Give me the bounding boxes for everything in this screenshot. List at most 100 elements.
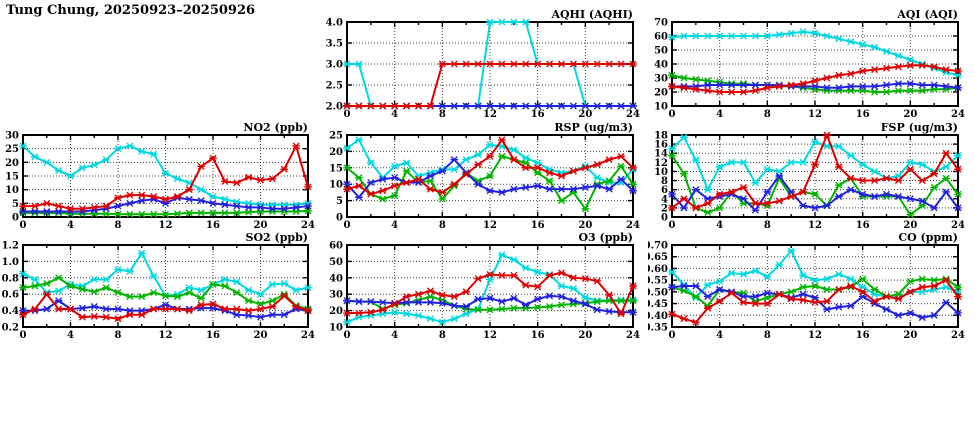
svg-text:24: 24 <box>951 330 965 341</box>
svg-text:4: 4 <box>716 109 723 120</box>
svg-text:0.6: 0.6 <box>2 290 19 301</box>
svg-text:16: 16 <box>856 109 870 120</box>
svg-text:12: 12 <box>483 220 497 231</box>
svg-text:8: 8 <box>115 330 122 341</box>
chart-fsp: 0 2 4 6 8 10 12 14 16 18 0 4 8 12 16 20 24 FSP (ug/m3) <box>648 121 975 232</box>
svg-text:16: 16 <box>654 140 668 151</box>
svg-text:4.0: 4.0 <box>326 18 343 29</box>
svg-text:40: 40 <box>329 273 343 284</box>
co-plot-svg: 0.350.400.450.500.550.600.650.70 0 4 8 12 16 2… <box>644 231 965 341</box>
svg-text:0: 0 <box>669 109 676 120</box>
aqi-title: AQI (AQI) <box>896 8 958 21</box>
svg-text:10: 10 <box>5 185 19 196</box>
svg-text:0: 0 <box>12 213 19 224</box>
svg-text:5: 5 <box>12 199 19 210</box>
fsp-title: FSP (ug/m3) <box>881 122 958 134</box>
svg-text:0.65: 0.65 <box>648 252 668 263</box>
chart-o3: 10 20 30 40 50 60 0 4 8 12 16 20 24 O3 (ppb) <box>325 231 652 347</box>
svg-text:30: 30 <box>5 131 19 142</box>
no2-series-red <box>19 142 312 213</box>
chart-so2: 0.2 0.4 0.6 0.8 1.0 1.2 0 4 8 12 16 20 24 SO2 (ppb) <box>0 231 322 347</box>
svg-text:0.4: 0.4 <box>2 306 19 317</box>
svg-text:50: 50 <box>329 257 343 268</box>
so2-title: SO2 (ppb) <box>246 232 309 244</box>
svg-text:24: 24 <box>951 109 965 120</box>
aqhi-plot-svg: 2.0 2.5 3.0 3.5 4.0 0 4 8 12 16 20 24 AQHI (AQHI) <box>326 8 640 120</box>
svg-text:0: 0 <box>661 213 668 224</box>
svg-text:50: 50 <box>654 46 668 57</box>
svg-text:0: 0 <box>344 330 351 341</box>
so2-series-red <box>19 290 312 323</box>
chart-co: 0.350.400.450.500.550.600.650.70 0 4 8 12 16 2… <box>644 231 975 347</box>
svg-text:25: 25 <box>5 144 19 155</box>
svg-text:4: 4 <box>391 109 398 120</box>
svg-text:1.0: 1.0 <box>2 257 19 268</box>
svg-text:0: 0 <box>336 213 343 224</box>
svg-text:10: 10 <box>329 180 343 191</box>
rsp-series-red <box>343 136 637 198</box>
svg-text:0.70: 0.70 <box>648 241 668 252</box>
chart-rsp: 0 5 10 15 20 25 0 4 8 12 16 20 24 RSP (ug/m3) <box>325 121 652 232</box>
svg-text:4: 4 <box>67 330 74 341</box>
svg-text:60: 60 <box>654 32 668 43</box>
svg-text:20: 20 <box>903 109 917 120</box>
svg-text:8: 8 <box>764 220 771 231</box>
svg-text:20: 20 <box>903 330 917 341</box>
no2-series-blue <box>19 194 312 216</box>
aqhi-title: AQHI (AQHI) <box>550 8 633 21</box>
co-title: CO (ppm) <box>898 232 958 244</box>
svg-text:2: 2 <box>661 203 668 214</box>
svg-text:60: 60 <box>329 241 343 252</box>
svg-text:8: 8 <box>764 330 771 341</box>
svg-text:1.2: 1.2 <box>2 241 19 252</box>
o3-plot-svg: 10 20 30 40 50 60 0 4 8 12 16 20 24 O3 (ppb) <box>329 231 640 341</box>
svg-text:20: 20 <box>578 330 592 341</box>
svg-text:0: 0 <box>669 220 676 231</box>
no2-title: NO2 (ppb) <box>243 122 308 134</box>
svg-text:24: 24 <box>626 220 640 231</box>
svg-text:5: 5 <box>336 196 343 207</box>
svg-text:20: 20 <box>654 88 668 99</box>
aqhi-series-red <box>343 60 637 110</box>
svg-text:4: 4 <box>391 220 398 231</box>
svg-text:10: 10 <box>654 102 668 113</box>
svg-text:0.40: 0.40 <box>648 311 668 322</box>
chart-aqhi: 2.0 2.5 3.0 3.5 4.0 0 4 8 12 16 20 24 AQHI (AQHI) <box>325 0 652 122</box>
so2-series-green <box>19 274 312 313</box>
co-series-blue <box>668 282 962 322</box>
aqi-series-red <box>668 61 962 96</box>
svg-text:18: 18 <box>654 131 668 142</box>
svg-text:0: 0 <box>669 330 676 341</box>
svg-text:8: 8 <box>115 220 122 231</box>
svg-text:70: 70 <box>654 18 668 29</box>
svg-text:16: 16 <box>531 330 545 341</box>
svg-text:20: 20 <box>903 220 917 231</box>
svg-text:15: 15 <box>329 163 343 174</box>
svg-text:40: 40 <box>654 60 668 71</box>
svg-text:0.45: 0.45 <box>648 299 668 310</box>
svg-text:8: 8 <box>764 109 771 120</box>
rsp-plot-svg: 0 5 10 15 20 25 0 4 8 12 16 20 24 RSP (ug/m3) <box>329 121 640 231</box>
svg-text:12: 12 <box>808 109 822 120</box>
svg-text:20: 20 <box>578 109 592 120</box>
svg-text:20: 20 <box>5 158 19 169</box>
svg-text:0: 0 <box>20 220 27 231</box>
svg-text:8: 8 <box>661 176 668 187</box>
svg-text:4: 4 <box>716 330 723 341</box>
svg-text:20: 20 <box>329 306 343 317</box>
svg-text:4: 4 <box>716 220 723 231</box>
svg-text:0.55: 0.55 <box>648 276 668 287</box>
svg-text:8: 8 <box>439 109 446 120</box>
rsp-title: RSP (ug/m3) <box>554 122 633 134</box>
svg-text:16: 16 <box>856 220 870 231</box>
so2-plot-svg: 0.2 0.4 0.6 0.8 1.0 1.2 0 4 8 12 16 20 24 SO2 (ppb) <box>2 231 315 341</box>
svg-text:25: 25 <box>329 131 343 142</box>
svg-text:0.8: 0.8 <box>2 273 19 284</box>
svg-text:8: 8 <box>439 330 446 341</box>
svg-text:20: 20 <box>329 147 343 158</box>
page-title: Tung Chung, 20250923–20250926 <box>6 3 256 18</box>
svg-text:12: 12 <box>808 330 822 341</box>
svg-text:10: 10 <box>654 167 668 178</box>
svg-text:12: 12 <box>159 220 173 231</box>
